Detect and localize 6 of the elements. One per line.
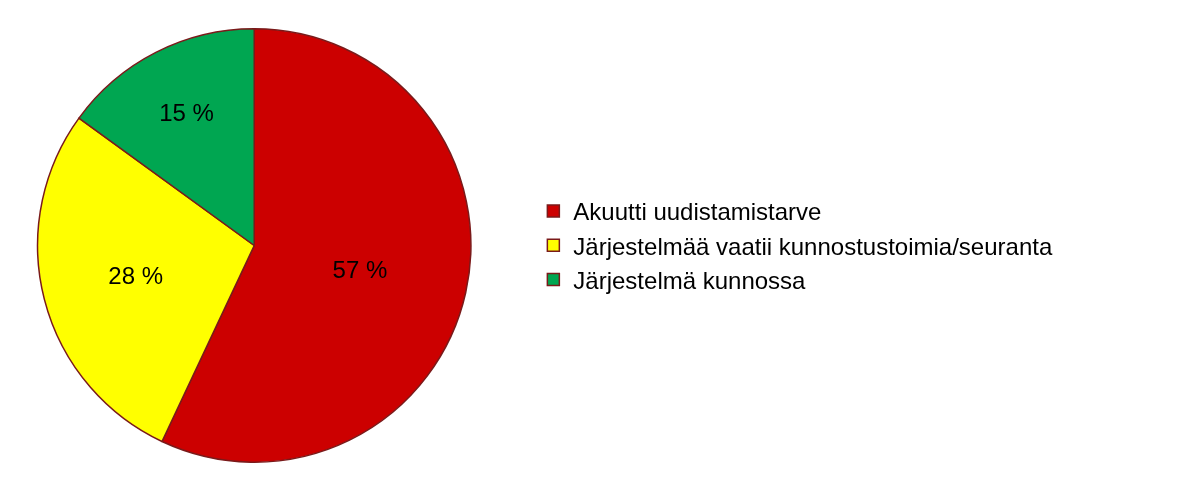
legend-label: Järjestelmää vaatii kunnostustoimia/seuranta — [573, 232, 1053, 260]
data-label: 57 % — [332, 255, 388, 283]
data-label: 28 % — [108, 262, 164, 290]
legend-label: Akuutti uudistamistarve — [573, 198, 822, 226]
legend-label: Järjestelmä kunnossa — [573, 266, 807, 294]
data-label: 15 % — [159, 99, 214, 127]
